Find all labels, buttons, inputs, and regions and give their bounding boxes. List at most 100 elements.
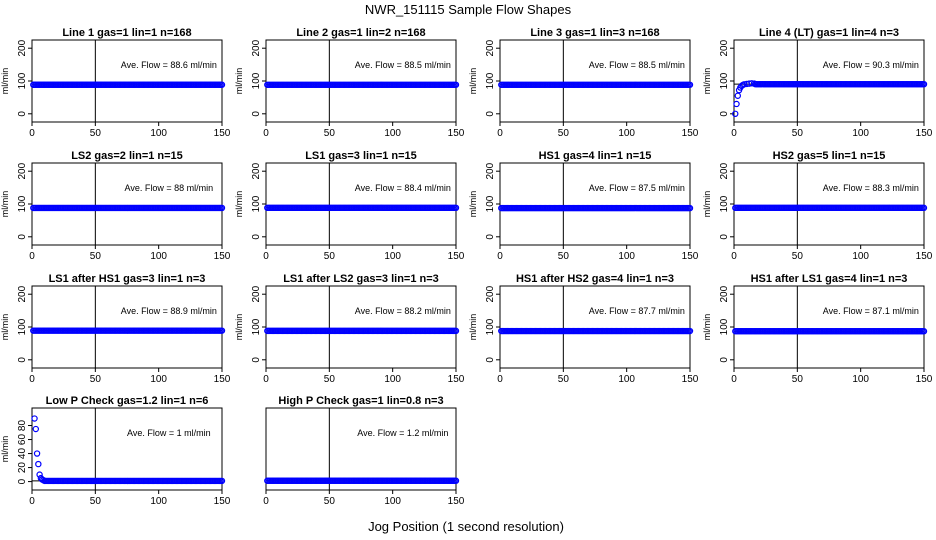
y-tick-label: 100 [719, 318, 730, 335]
panel-title: HS1 gas=4 lin=1 n=15 [539, 150, 652, 162]
x-tick-label: 50 [792, 251, 804, 262]
plot-frame [499, 162, 691, 246]
x-tick-label: 150 [214, 374, 231, 385]
data-points [498, 327, 694, 335]
y-axis-label: ml/min [0, 314, 10, 341]
y-axis-label: ml/min [468, 314, 478, 341]
x-tick-label: 100 [150, 374, 167, 385]
y-tick-label: 0 [251, 357, 262, 363]
y-tick-label: 100 [719, 72, 730, 89]
plot-frame [733, 285, 925, 369]
x-tick-label: 50 [90, 251, 102, 262]
data-point [452, 327, 460, 335]
x-tick-label: 0 [263, 251, 269, 262]
x-tick-label: 50 [792, 128, 804, 139]
data-point [32, 425, 40, 433]
panel-title: High P Check gas=1 lin=0.8 n=3 [278, 395, 443, 407]
chart-panel: LS1 after LS2 gas=3 lin=1 n=3 0 50 100 150 0 1… [234, 273, 465, 385]
data-point [36, 471, 43, 478]
x-tick-label: 0 [731, 374, 737, 385]
x-tick-label: 0 [263, 128, 269, 139]
panel-title: Line 1 gas=1 lin=1 n=168 [62, 27, 191, 39]
y-tick-label: 200 [485, 285, 496, 302]
y-tick-label: 0 [17, 234, 28, 240]
average-flow-annotation: Ave. Flow = 1 ml/min [127, 428, 211, 438]
data-point [452, 477, 460, 484]
y-tick-label: 100 [17, 72, 28, 89]
average-flow-annotation: Ave. Flow = 88.2 ml/min [355, 306, 451, 316]
x-tick-label: 50 [558, 128, 570, 139]
data-point [452, 204, 460, 212]
data-points [30, 204, 226, 212]
x-tick-label: 50 [324, 251, 336, 262]
x-tick-label: 50 [324, 128, 336, 139]
data-point [686, 204, 694, 212]
x-tick-label: 100 [852, 374, 869, 385]
data-point [33, 450, 41, 457]
y-tick-label: 0 [251, 111, 262, 117]
x-tick-label: 150 [916, 128, 933, 139]
y-axis-label: ml/min [702, 314, 712, 341]
data-points [498, 204, 694, 212]
x-tick-label: 150 [214, 128, 231, 139]
y-tick-label: 0 [485, 111, 496, 117]
y-tick-label: 0 [251, 234, 262, 240]
y-tick-label: 100 [719, 195, 730, 212]
x-tick-label: 100 [852, 128, 869, 139]
data-point [686, 81, 694, 88]
average-flow-annotation: Ave. Flow = 1.2 ml/min [357, 428, 448, 438]
y-tick-label: 100 [251, 318, 262, 335]
x-tick-label: 0 [29, 251, 35, 262]
data-point [218, 204, 226, 212]
chart-panel: HS1 after HS2 gas=4 lin=1 n=3 0 50 100 150 0 1… [468, 273, 699, 385]
average-flow-annotation: Ave. Flow = 88.9 ml/min [121, 306, 217, 316]
y-tick-label: 100 [251, 72, 262, 89]
y-tick-label: 100 [251, 195, 262, 212]
x-tick-label: 150 [448, 128, 465, 139]
x-tick-label: 50 [90, 374, 102, 385]
x-tick-label: 0 [263, 374, 269, 385]
data-points [264, 81, 460, 88]
panel-title: HS1 after LS1 gas=4 lin=1 n=3 [751, 273, 908, 285]
data-points [31, 415, 226, 485]
data-point [218, 81, 226, 88]
y-tick-label: 60 [17, 434, 28, 446]
panel-title: LS1 after LS2 gas=3 lin=1 n=3 [283, 273, 439, 285]
y-tick-label: 200 [17, 285, 28, 302]
y-axis-label: ml/min [234, 191, 244, 218]
x-tick-label: 100 [150, 128, 167, 139]
y-tick-label: 0 [719, 111, 730, 117]
y-tick-label: 20 [17, 462, 28, 474]
panel-title: HS2 gas=5 lin=1 n=15 [773, 150, 886, 162]
average-flow-annotation: Ave. Flow = 87.1 ml/min [823, 306, 919, 316]
average-flow-annotation: Ave. Flow = 87.7 ml/min [589, 306, 685, 316]
y-tick-label: 200 [719, 285, 730, 302]
x-tick-label: 100 [384, 374, 401, 385]
data-point [732, 110, 739, 118]
plot-frame [31, 39, 223, 123]
data-points [264, 477, 460, 484]
y-tick-label: 0 [17, 111, 28, 117]
plot-frame [265, 407, 457, 491]
x-tick-label: 150 [682, 128, 699, 139]
data-points [30, 81, 226, 88]
x-tick-label: 150 [214, 251, 231, 262]
y-tick-label: 200 [719, 39, 730, 56]
x-tick-label: 150 [916, 251, 933, 262]
plot-frame [31, 285, 223, 369]
y-tick-label: 100 [485, 72, 496, 89]
x-tick-label: 100 [384, 128, 401, 139]
y-axis-label: ml/min [702, 191, 712, 218]
data-point [452, 81, 460, 88]
y-axis-label: ml/min [0, 436, 10, 463]
chart-panel: Line 3 gas=1 lin=3 n=168 0 50 100 150 0 100 200… [468, 27, 699, 139]
x-tick-label: 50 [558, 374, 570, 385]
x-tick-label: 100 [384, 251, 401, 262]
x-tick-label: 0 [731, 251, 737, 262]
data-point [35, 460, 42, 468]
chart-panel: HS2 gas=5 lin=1 n=15 0 50 100 150 0 100 200 ml/m… [702, 150, 933, 262]
x-tick-label: 150 [448, 374, 465, 385]
panel-title: LS1 after HS1 gas=3 lin=1 n=3 [49, 273, 206, 285]
y-tick-label: 100 [485, 318, 496, 335]
